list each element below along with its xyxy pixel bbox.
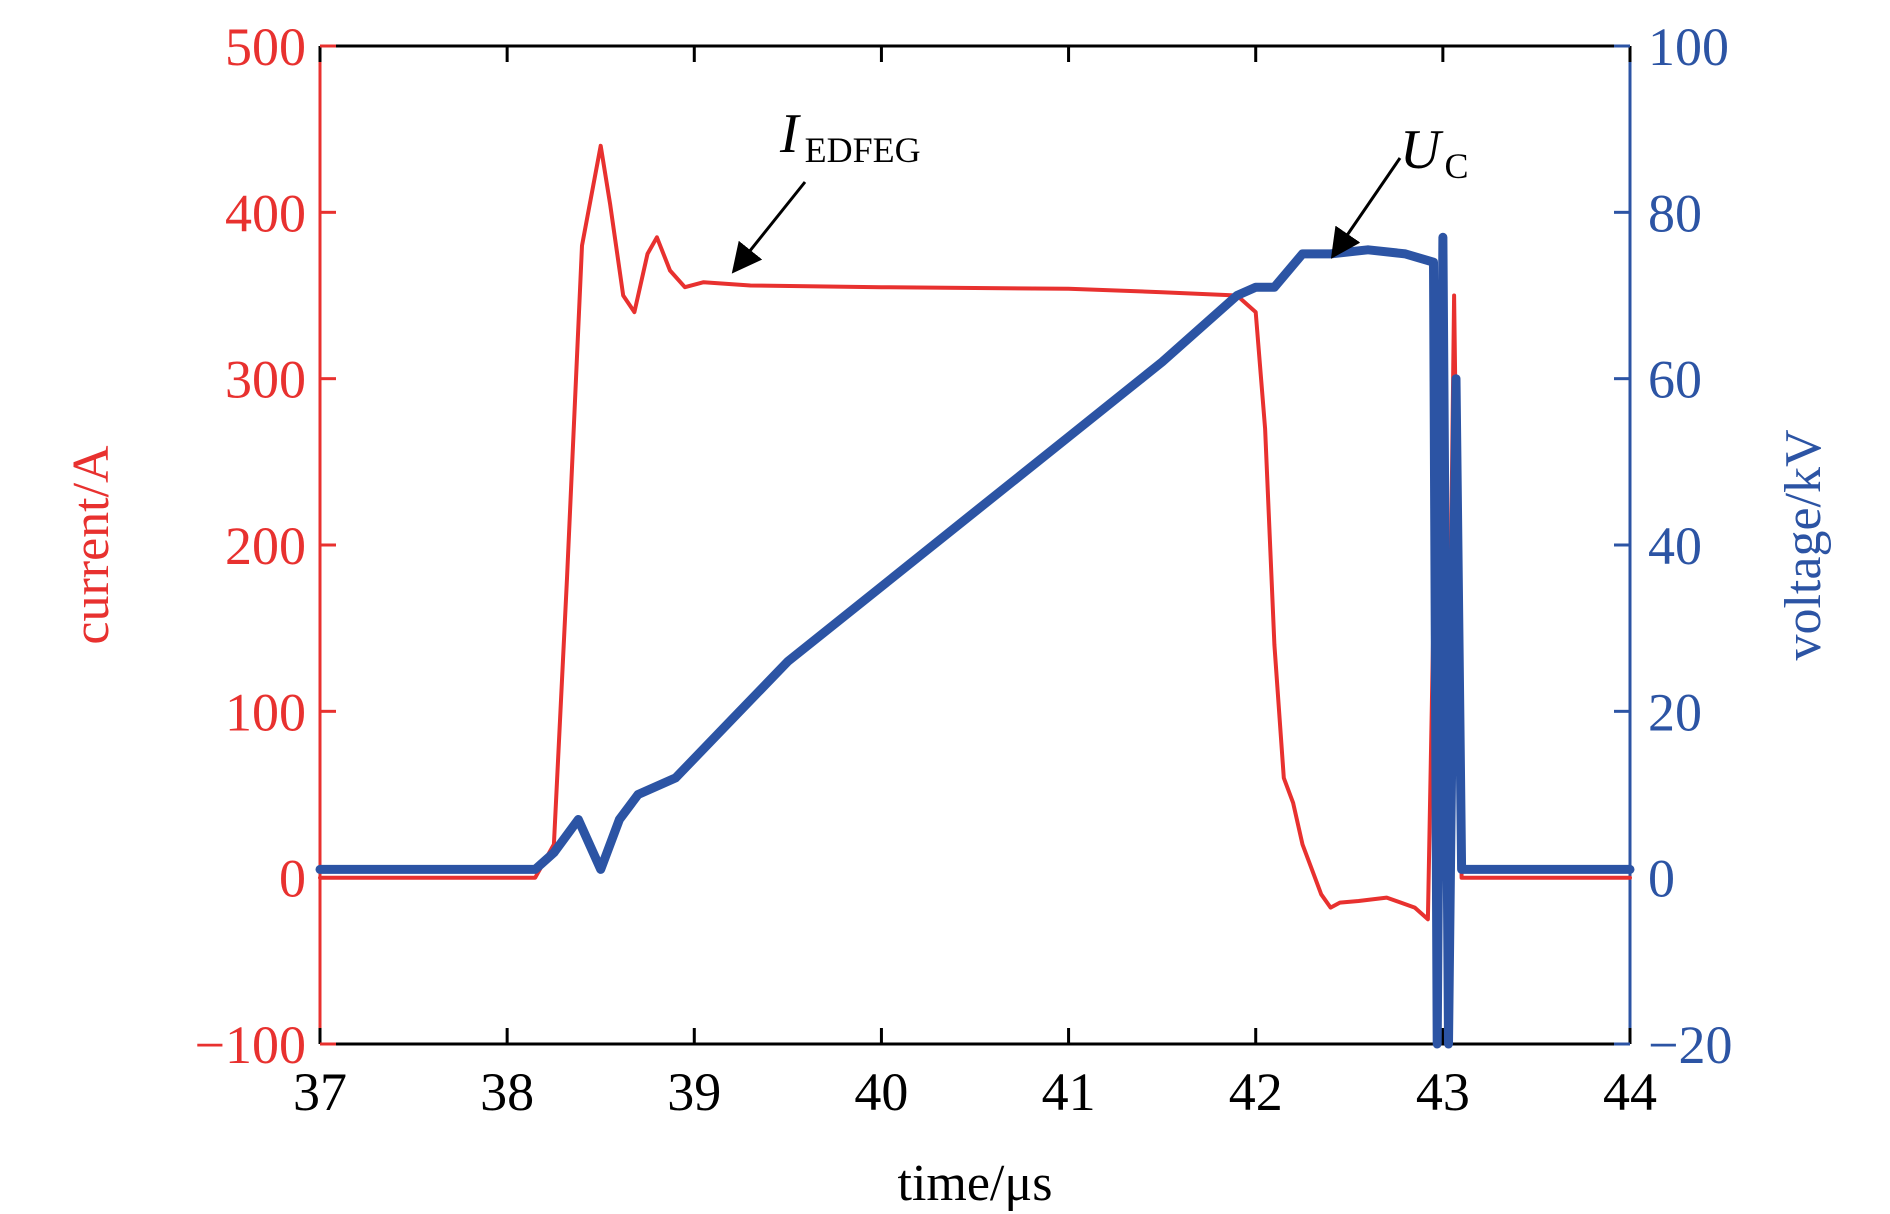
series-layer	[315, 143, 1635, 1049]
x-tick-label: 37	[293, 1062, 347, 1122]
x-tick-label: 40	[854, 1062, 908, 1122]
left-tick-label: 200	[225, 516, 306, 576]
right-tick-label: 60	[1648, 350, 1702, 410]
left-axis-ticks: −100 0 100 200 300 400 500	[195, 17, 336, 1075]
annotation-uc-main: U	[1400, 119, 1444, 181]
right-axis-label: voltage/kV	[1775, 429, 1832, 660]
right-tick-label: 80	[1648, 183, 1702, 243]
left-tick-label: −100	[195, 1015, 306, 1075]
right-tick-label: 0	[1648, 849, 1675, 909]
annotation-iedfeg-arrow	[731, 181, 807, 274]
right-tick-label: −20	[1648, 1015, 1732, 1075]
left-tick-label: 100	[225, 682, 306, 742]
left-tick-label: 500	[225, 17, 306, 77]
x-tick-label: 39	[667, 1062, 721, 1122]
x-axis-label: time/μs	[898, 1155, 1053, 1212]
annotation-iedfeg-text: I EDFEG	[779, 103, 921, 170]
annotation-iedfeg-sub: EDFEG	[805, 130, 921, 170]
annotation-iedfeg-main: I	[779, 103, 801, 165]
series-voltage-line	[315, 232, 1635, 1049]
x-axis-ticks: 37 38 39 40 41 42 43 44	[293, 46, 1657, 1122]
x-tick-label: 42	[1229, 1062, 1283, 1122]
annotation-iedfeg: I EDFEG	[731, 103, 921, 274]
right-tick-label: 100	[1648, 17, 1729, 77]
right-tick-label: 20	[1648, 682, 1702, 742]
x-tick-label: 44	[1603, 1062, 1657, 1122]
left-tick-label: 0	[279, 849, 306, 909]
x-tick-label: 41	[1042, 1062, 1096, 1122]
right-tick-label: 40	[1648, 516, 1702, 576]
x-tick-label: 43	[1416, 1062, 1470, 1122]
left-axis-label: current/A	[63, 445, 120, 645]
left-tick-label: 400	[225, 183, 306, 243]
right-axis-ticks: −20 0 20 40 60 80 100	[1614, 17, 1732, 1075]
annotation-uc-arrow	[1330, 157, 1402, 259]
annotation-uc-sub: C	[1444, 146, 1468, 186]
series-current-line	[318, 143, 1632, 930]
left-tick-label: 300	[225, 350, 306, 410]
x-tick-label: 38	[480, 1062, 534, 1122]
